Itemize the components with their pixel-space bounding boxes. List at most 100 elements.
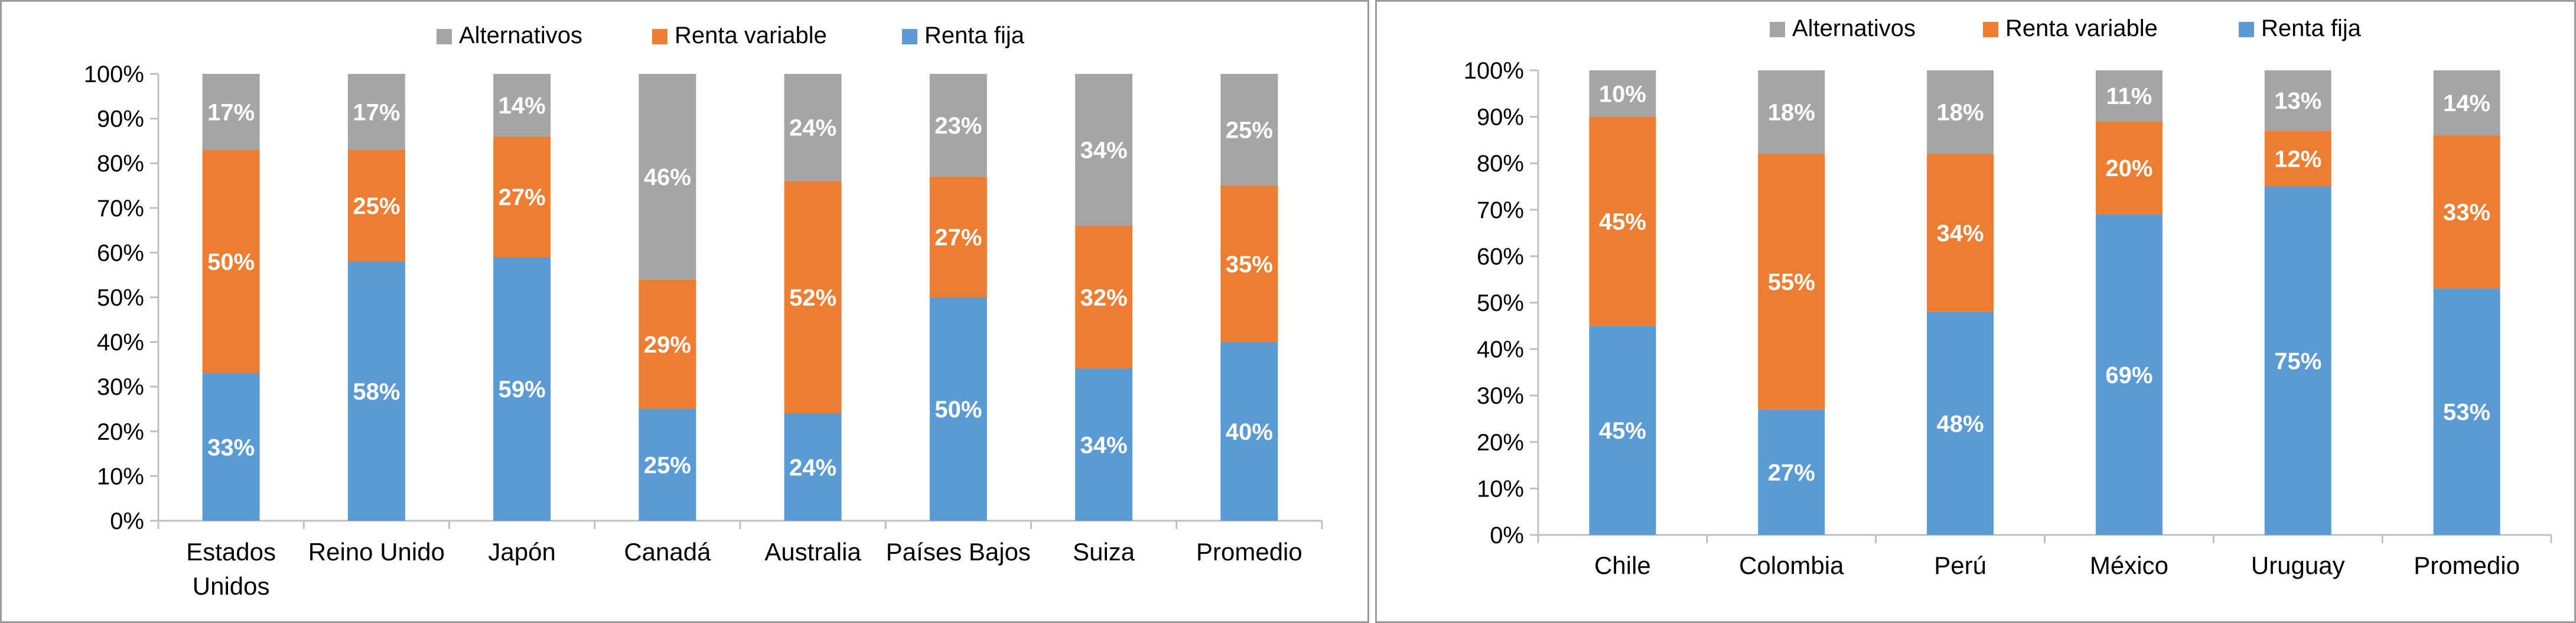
y-tick-label: 30% <box>1477 383 1524 409</box>
data-label: 34% <box>1937 220 1984 246</box>
y-tick-label: 0% <box>110 508 144 534</box>
data-label: 69% <box>2105 362 2152 388</box>
data-label: 52% <box>789 285 836 311</box>
bar-segment <box>1075 74 1133 226</box>
y-tick-label: 50% <box>1477 290 1524 316</box>
bar-segment <box>2433 70 2500 136</box>
bar-segment <box>202 150 260 374</box>
data-label: 35% <box>1226 251 1273 277</box>
bar-segment <box>2433 135 2500 289</box>
data-label: 40% <box>1226 419 1273 445</box>
data-label: 34% <box>1080 138 1128 164</box>
data-label: 10% <box>1599 81 1646 107</box>
data-label: 75% <box>2274 348 2321 374</box>
bar-segment <box>1927 312 1994 535</box>
data-label: 27% <box>499 184 546 210</box>
x-category-label: Chile <box>1594 551 1651 579</box>
data-label: 48% <box>1937 411 1984 437</box>
bar-segment <box>1927 154 1994 312</box>
legend-label: Alternativos <box>1792 15 1916 41</box>
bar-segment <box>639 279 696 409</box>
bar-segment <box>493 74 551 137</box>
left-stacked-bar-chart: Alternativos Renta variable Renta fija 0% 10… <box>84 22 1323 600</box>
bar-segment <box>1589 116 1656 326</box>
data-label: 32% <box>1080 285 1128 311</box>
bar-segment <box>639 74 696 280</box>
bar-segment <box>1589 70 1656 117</box>
data-label: 25% <box>644 453 691 479</box>
legend-label: Renta fija <box>924 22 1025 48</box>
legend-swatch <box>1770 22 1785 37</box>
bar-segment <box>1075 368 1133 521</box>
bar-segment <box>347 74 405 150</box>
data-label: 11% <box>2106 83 2152 109</box>
bar-segment <box>2433 288 2500 535</box>
y-tick-label: 50% <box>97 285 144 311</box>
bar-segment <box>1758 70 1825 154</box>
y-tick-label: 40% <box>97 330 144 356</box>
data-label: 29% <box>644 332 691 358</box>
legend-label: Renta variable <box>675 22 827 48</box>
legend-swatch <box>1983 22 1998 37</box>
data-label: 50% <box>207 249 255 275</box>
y-tick-label: 80% <box>1477 151 1524 177</box>
bar-segment <box>1075 226 1133 369</box>
bar-segment <box>929 297 987 521</box>
bar-segment <box>1220 186 1278 342</box>
bar-segment <box>347 261 405 521</box>
bar-segment <box>1927 70 1994 154</box>
y-tick-label: 60% <box>1477 244 1524 270</box>
data-label: 23% <box>934 113 982 139</box>
data-label: 25% <box>1226 118 1273 144</box>
x-category-label: Perú <box>1934 551 1986 579</box>
data-label: 34% <box>1080 432 1128 458</box>
y-tick-label: 70% <box>97 196 144 222</box>
data-label: 13% <box>2274 88 2321 114</box>
y-tick-label: 40% <box>1477 337 1524 363</box>
legend-item: Renta fija <box>2239 15 2362 41</box>
bar-segment <box>784 181 842 414</box>
x-category-label: Estados <box>186 538 276 566</box>
bar-segment <box>929 74 987 177</box>
y-tick-label: 30% <box>97 374 144 400</box>
data-label: 18% <box>1768 100 1815 126</box>
y-tick-label: 100% <box>84 61 144 87</box>
x-category-label: Canadá <box>624 538 711 566</box>
data-label: 24% <box>789 455 836 481</box>
x-category-label: Países Bajos <box>886 538 1031 566</box>
bar-segment <box>1758 409 1825 535</box>
bar-segment <box>2095 70 2163 122</box>
bar-segment <box>1220 342 1278 521</box>
data-label: 45% <box>1599 418 1646 444</box>
x-category-label: Japón <box>488 538 555 566</box>
legend-label: Renta variable <box>2005 15 2158 41</box>
bar-segment <box>784 413 842 521</box>
data-label: 33% <box>2443 200 2490 226</box>
bar-segment <box>639 409 696 521</box>
legend-item: Alternativos <box>437 22 582 48</box>
y-tick-label: 60% <box>97 240 144 266</box>
right-chart-panel: Alternativos Renta variable Renta fija 0% 10… <box>1375 0 2576 623</box>
y-tick-label: 0% <box>1490 523 1524 549</box>
x-category-label: Australia <box>764 538 861 566</box>
data-label: 33% <box>207 434 255 460</box>
bar-segment <box>1589 326 1656 535</box>
data-label: 53% <box>2443 400 2490 426</box>
left-chart-panel: Alternativos Renta variable Renta fija 0% 10… <box>0 0 1369 623</box>
right-stacked-bar-chart: Alternativos Renta variable Renta fija 0% 10… <box>1464 15 2552 579</box>
data-label: 46% <box>644 164 691 190</box>
bar-segment <box>493 257 551 521</box>
legend-item: Renta variable <box>652 22 827 48</box>
x-category-label: Promedio <box>1196 538 1302 566</box>
x-category-label: Promedio <box>2414 551 2520 579</box>
x-category-label: Suiza <box>1073 538 1135 566</box>
y-tick-label: 90% <box>97 106 144 132</box>
data-label: 12% <box>2274 146 2321 172</box>
x-category-label: Reino Unido <box>308 538 445 566</box>
legend-swatch <box>652 29 667 44</box>
data-label: 17% <box>207 99 255 125</box>
data-label: 14% <box>499 93 546 119</box>
legend-label: Alternativos <box>459 22 582 48</box>
bar-segment <box>1758 154 1825 410</box>
y-tick-label: 10% <box>97 463 144 489</box>
